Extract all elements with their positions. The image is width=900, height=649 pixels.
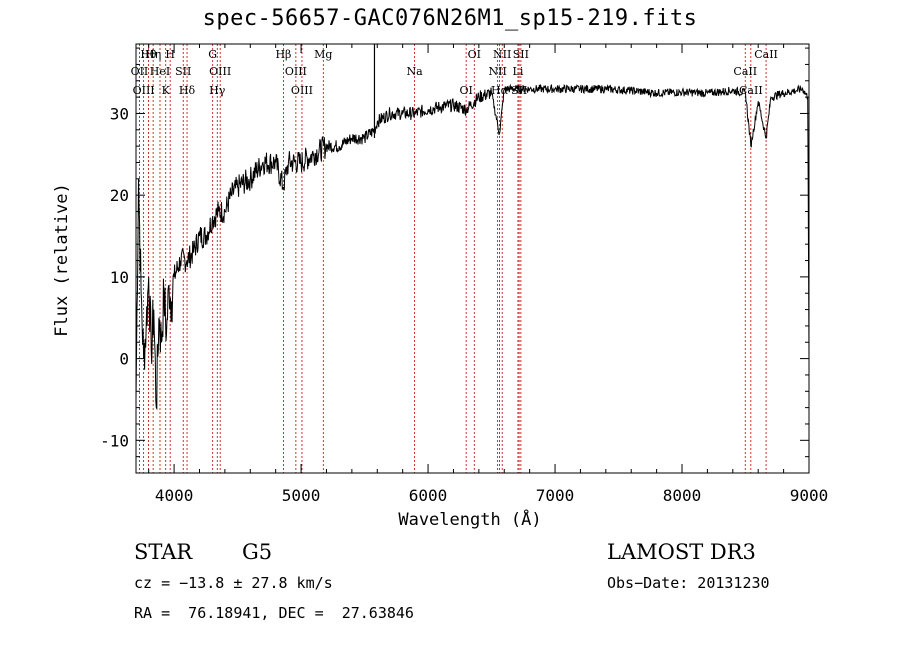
line-label: NII <box>493 48 511 61</box>
line-label: OIII <box>291 84 313 97</box>
x-axis-label: Wavelength (Å) <box>398 510 542 530</box>
object-class: STAR <box>134 540 193 564</box>
y-tick-label: 0 <box>119 350 129 369</box>
line-markers <box>139 44 767 473</box>
x-axis-ticks: 4000 5000 6000 7000 8000 9000 <box>148 44 829 505</box>
line-label: H <box>165 48 175 61</box>
line-label: OIII <box>285 65 307 78</box>
survey-name: LAMOST DR3 <box>607 540 756 564</box>
line-label: HeI <box>150 65 170 78</box>
line-label: CaII <box>754 48 778 61</box>
line-label: OII <box>131 65 149 78</box>
x-tick-label: 7000 <box>536 486 575 505</box>
coordinates: RA = 76.18941, DEC = 27.63846 <box>134 604 414 622</box>
x-tick-label: 6000 <box>409 486 448 505</box>
line-label: Hβ <box>275 48 291 61</box>
y-axis-ticks: -10 0 10 20 30 <box>100 47 809 458</box>
line-label: G <box>208 48 217 61</box>
line-label: OIII <box>133 84 155 97</box>
line-label: OI <box>459 84 472 97</box>
axes-frame <box>135 43 810 474</box>
x-tick-label: 8000 <box>663 486 702 505</box>
spectrum-line <box>135 83 810 411</box>
spectral-subclass: G5 <box>242 540 273 564</box>
line-label: Hη <box>145 48 161 61</box>
line-label: K <box>162 84 171 97</box>
line-label: Hδ <box>179 84 196 97</box>
line-labels: HθOIIOIIIHηHeIKHSIIHδGOIIIHγHβOIIIOIIIMg… <box>131 48 778 97</box>
chart-title: spec-56657-GAC076N26M1_sp15-219.fits <box>202 6 698 31</box>
line-label: OIII <box>209 65 231 78</box>
y-axis-label: Flux (relative) <box>52 183 72 337</box>
line-label: NII <box>488 65 506 78</box>
x-tick-label: 4000 <box>155 486 194 505</box>
line-label: Hα <box>491 84 509 97</box>
y-tick-label: 10 <box>110 268 129 287</box>
line-label: CaII <box>739 84 763 97</box>
line-label: OI <box>468 48 481 61</box>
line-label: SII <box>513 48 529 61</box>
line-label: Li <box>513 65 524 78</box>
line-label: Mg <box>314 48 332 61</box>
y-tick-label: -10 <box>100 431 129 450</box>
line-label: Na <box>407 65 424 78</box>
line-label: Hγ <box>209 84 226 97</box>
line-label: SII <box>175 65 191 78</box>
x-tick-label: 5000 <box>282 486 321 505</box>
line-label: CaII <box>733 65 757 78</box>
y-tick-label: 30 <box>110 104 129 123</box>
redshift-velocity: cz = −13.8 ± 27.8 km/s <box>134 574 333 592</box>
line-label: Hθ <box>140 48 157 61</box>
x-tick-label: 9000 <box>790 486 829 505</box>
y-tick-label: 20 <box>110 186 129 205</box>
observation-date: Obs−Date: 20131230 <box>607 574 770 592</box>
